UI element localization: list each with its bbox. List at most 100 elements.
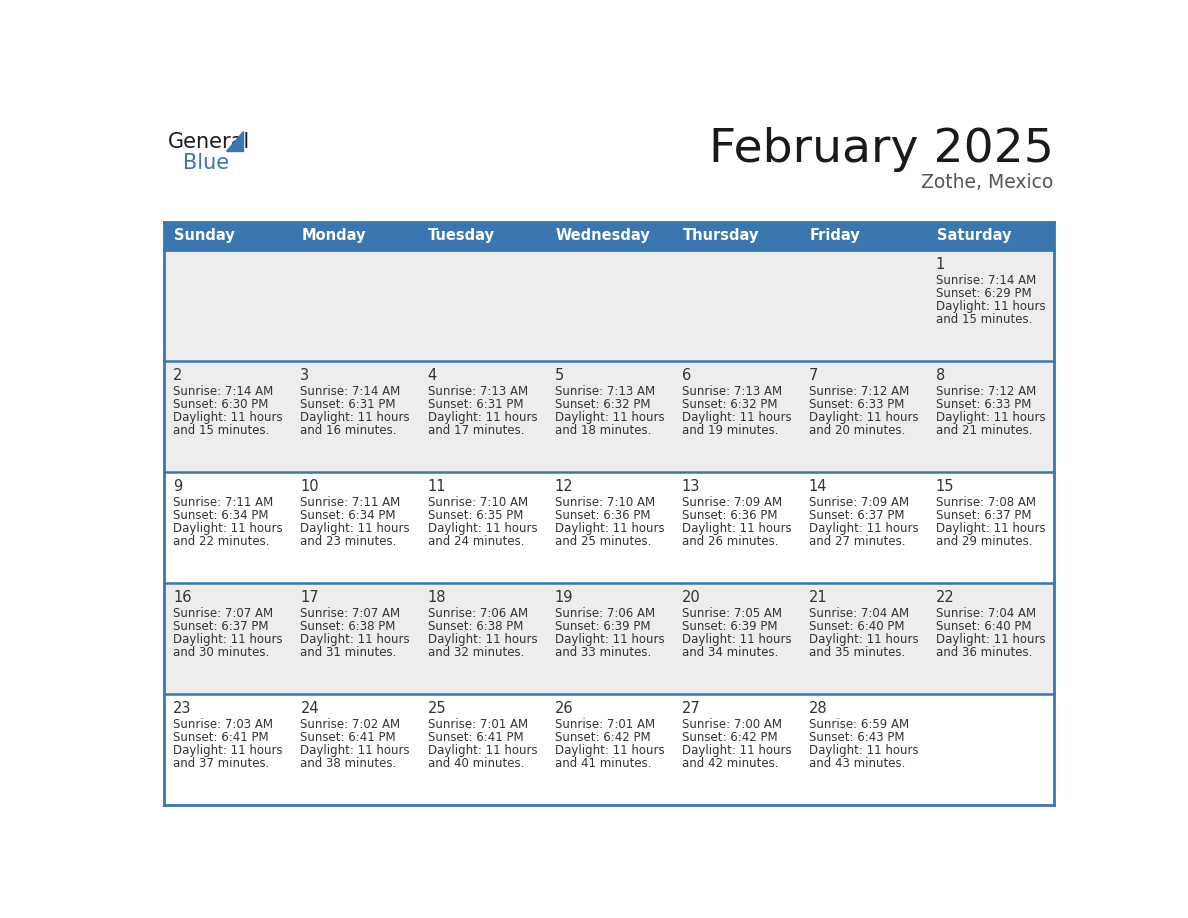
Text: 14: 14 [809, 479, 827, 494]
Text: and 30 minutes.: and 30 minutes. [173, 646, 270, 659]
Bar [800, 472, 927, 583]
Bar [164, 361, 291, 472]
Bar [291, 222, 418, 250]
Bar [800, 361, 927, 472]
Bar [800, 250, 927, 361]
Text: Sunset: 6:30 PM: Sunset: 6:30 PM [173, 398, 268, 411]
Text: and 16 minutes.: and 16 minutes. [301, 424, 397, 437]
Text: 24: 24 [301, 701, 320, 716]
Text: and 29 minutes.: and 29 minutes. [936, 535, 1032, 548]
Bar [800, 583, 927, 694]
Text: Sunrise: 7:03 AM: Sunrise: 7:03 AM [173, 718, 273, 732]
Text: and 20 minutes.: and 20 minutes. [809, 424, 905, 437]
Text: and 17 minutes.: and 17 minutes. [428, 424, 524, 437]
Text: Daylight: 11 hours: Daylight: 11 hours [682, 411, 791, 424]
Text: and 24 minutes.: and 24 minutes. [428, 535, 524, 548]
Text: Daylight: 11 hours: Daylight: 11 hours [301, 411, 410, 424]
Bar [418, 583, 545, 694]
Text: Daylight: 11 hours: Daylight: 11 hours [428, 522, 537, 535]
Text: Sunrise: 7:00 AM: Sunrise: 7:00 AM [682, 718, 782, 732]
Text: Daylight: 11 hours: Daylight: 11 hours [555, 522, 664, 535]
Text: 8: 8 [936, 368, 946, 383]
Text: Saturday: Saturday [936, 229, 1011, 243]
Text: and 22 minutes.: and 22 minutes. [173, 535, 270, 548]
Text: and 27 minutes.: and 27 minutes. [809, 535, 905, 548]
Text: Daylight: 11 hours: Daylight: 11 hours [173, 411, 283, 424]
Text: 17: 17 [301, 590, 320, 605]
Text: Zothe, Mexico: Zothe, Mexico [922, 174, 1054, 192]
Text: Sunset: 6:29 PM: Sunset: 6:29 PM [936, 286, 1031, 300]
Text: Thursday: Thursday [682, 229, 759, 243]
Text: Sunset: 6:31 PM: Sunset: 6:31 PM [301, 398, 396, 411]
Text: Friday: Friday [809, 229, 860, 243]
Text: 4: 4 [428, 368, 437, 383]
Text: Sunrise: 7:10 AM: Sunrise: 7:10 AM [555, 496, 655, 509]
Text: Sunrise: 7:09 AM: Sunrise: 7:09 AM [682, 496, 782, 509]
Bar [164, 583, 291, 694]
Text: Daylight: 11 hours: Daylight: 11 hours [682, 744, 791, 757]
Bar [672, 361, 800, 472]
Text: Daylight: 11 hours: Daylight: 11 hours [682, 633, 791, 646]
Text: Sunset: 6:39 PM: Sunset: 6:39 PM [555, 621, 650, 633]
Text: Sunset: 6:42 PM: Sunset: 6:42 PM [555, 732, 650, 744]
Text: 23: 23 [173, 701, 191, 716]
Text: Sunset: 6:36 PM: Sunset: 6:36 PM [555, 509, 650, 522]
Bar [418, 472, 545, 583]
Text: Daylight: 11 hours: Daylight: 11 hours [173, 744, 283, 757]
Text: 21: 21 [809, 590, 827, 605]
Bar [800, 222, 927, 250]
Text: Sunset: 6:35 PM: Sunset: 6:35 PM [428, 509, 523, 522]
Bar [545, 583, 672, 694]
Text: 3: 3 [301, 368, 310, 383]
Text: 7: 7 [809, 368, 819, 383]
Text: and 43 minutes.: and 43 minutes. [809, 757, 905, 770]
Text: Sunset: 6:38 PM: Sunset: 6:38 PM [428, 621, 523, 633]
Text: Sunset: 6:38 PM: Sunset: 6:38 PM [301, 621, 396, 633]
Bar [545, 694, 672, 805]
Text: and 32 minutes.: and 32 minutes. [428, 646, 524, 659]
Text: Tuesday: Tuesday [429, 229, 495, 243]
Text: and 36 minutes.: and 36 minutes. [936, 646, 1032, 659]
Bar [291, 694, 418, 805]
Text: Sunrise: 7:07 AM: Sunrise: 7:07 AM [173, 607, 273, 621]
Text: and 42 minutes.: and 42 minutes. [682, 757, 778, 770]
Text: Sunrise: 7:01 AM: Sunrise: 7:01 AM [555, 718, 655, 732]
Text: General: General [168, 131, 251, 151]
Bar [672, 583, 800, 694]
Text: Sunrise: 7:11 AM: Sunrise: 7:11 AM [173, 496, 273, 509]
Text: 22: 22 [936, 590, 955, 605]
Text: and 18 minutes.: and 18 minutes. [555, 424, 651, 437]
Text: Sunset: 6:36 PM: Sunset: 6:36 PM [682, 509, 777, 522]
Text: 10: 10 [301, 479, 320, 494]
Text: and 40 minutes.: and 40 minutes. [428, 757, 524, 770]
Text: Daylight: 11 hours: Daylight: 11 hours [809, 522, 918, 535]
Bar [164, 222, 291, 250]
Bar [164, 694, 291, 805]
Text: Monday: Monday [302, 229, 366, 243]
Text: Sunset: 6:32 PM: Sunset: 6:32 PM [555, 398, 650, 411]
Text: Sunset: 6:37 PM: Sunset: 6:37 PM [936, 509, 1031, 522]
Text: and 26 minutes.: and 26 minutes. [682, 535, 778, 548]
Text: 11: 11 [428, 479, 446, 494]
Text: and 33 minutes.: and 33 minutes. [555, 646, 651, 659]
Text: Daylight: 11 hours: Daylight: 11 hours [809, 633, 918, 646]
Text: 15: 15 [936, 479, 954, 494]
Bar [672, 222, 800, 250]
Text: Sunset: 6:32 PM: Sunset: 6:32 PM [682, 398, 777, 411]
Text: Sunset: 6:42 PM: Sunset: 6:42 PM [682, 732, 777, 744]
Text: Sunrise: 7:14 AM: Sunrise: 7:14 AM [936, 274, 1036, 286]
Bar [927, 694, 1054, 805]
Text: 19: 19 [555, 590, 573, 605]
Text: and 23 minutes.: and 23 minutes. [301, 535, 397, 548]
Polygon shape [227, 131, 244, 151]
Text: Sunset: 6:31 PM: Sunset: 6:31 PM [428, 398, 523, 411]
Text: Sunrise: 7:06 AM: Sunrise: 7:06 AM [428, 607, 527, 621]
Bar [927, 222, 1054, 250]
Text: Sunset: 6:40 PM: Sunset: 6:40 PM [936, 621, 1031, 633]
Text: 28: 28 [809, 701, 827, 716]
Text: 5: 5 [555, 368, 564, 383]
Bar [545, 361, 672, 472]
Text: Sunrise: 6:59 AM: Sunrise: 6:59 AM [809, 718, 909, 732]
Bar [927, 583, 1054, 694]
Text: Daylight: 11 hours: Daylight: 11 hours [301, 522, 410, 535]
